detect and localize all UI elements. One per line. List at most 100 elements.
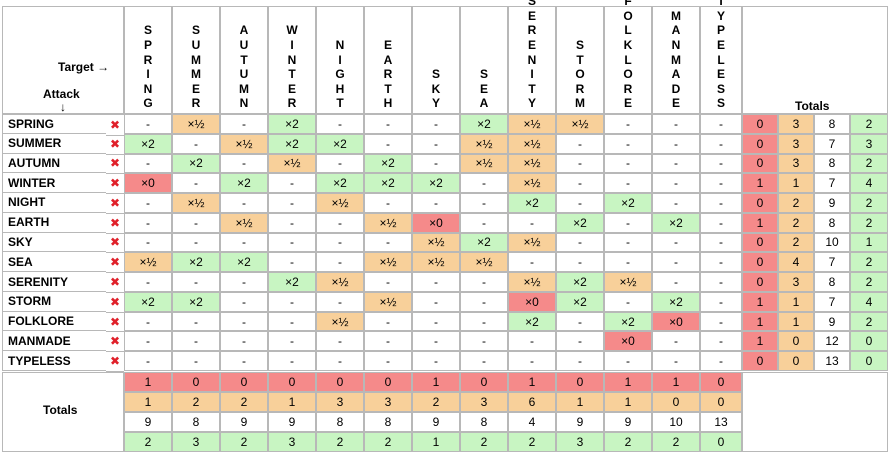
matchup-cell: ×2 bbox=[268, 272, 316, 292]
matchup-cell: ×½ bbox=[124, 252, 172, 273]
matchup-cell: - bbox=[460, 173, 508, 194]
matchup-cell: - bbox=[604, 232, 652, 253]
row-total-cell: 1 bbox=[850, 232, 888, 253]
matchup-cell: - bbox=[124, 212, 172, 233]
row-total-cell: 2 bbox=[850, 272, 888, 292]
column-total-cell: 0 bbox=[652, 392, 700, 412]
row-total-cell: 0 bbox=[778, 331, 814, 352]
row-total-cell: 2 bbox=[778, 212, 814, 233]
matchup-cell: - bbox=[652, 114, 700, 134]
row-total-cell: 0 bbox=[742, 351, 778, 371]
matchup-cell: - bbox=[364, 272, 412, 292]
matchup-cell: ×2 bbox=[172, 252, 220, 273]
column-total-cell: 0 bbox=[556, 372, 604, 392]
matchup-cell: ×½ bbox=[508, 114, 556, 134]
row-total-cell: 1 bbox=[742, 173, 778, 194]
column-total-cell: 9 bbox=[412, 412, 460, 432]
row-total-cell: 4 bbox=[850, 291, 888, 312]
matchup-cell: - bbox=[556, 153, 604, 174]
matchup-cell: ×½ bbox=[508, 153, 556, 174]
row-label-folklore: FOLKLORE bbox=[2, 311, 106, 332]
row-total-cell: 1 bbox=[742, 212, 778, 233]
matchup-cell: ×2 bbox=[172, 291, 220, 312]
matchup-cell: - bbox=[604, 291, 652, 312]
matchup-cell: ×2 bbox=[508, 311, 556, 332]
matchup-cell: - bbox=[124, 193, 172, 213]
matchup-cell: ×½ bbox=[412, 252, 460, 273]
matchup-cell: - bbox=[316, 351, 364, 371]
column-total-cell: 2 bbox=[508, 432, 556, 452]
row-total-cell: 9 bbox=[814, 311, 850, 332]
matchup-cell: - bbox=[364, 114, 412, 134]
row-total-cell: 2 bbox=[850, 311, 888, 332]
row-total-cell: 12 bbox=[814, 331, 850, 352]
column-total-cell: 1 bbox=[508, 372, 556, 392]
matchup-cell: - bbox=[556, 133, 604, 154]
row-total-cell: 0 bbox=[742, 153, 778, 174]
row-total-cell: 1 bbox=[778, 173, 814, 194]
matchup-cell: ×½ bbox=[556, 114, 604, 134]
row-total-cell: 3 bbox=[778, 272, 814, 292]
row-total-cell: 0 bbox=[778, 351, 814, 371]
row-total-cell: 1 bbox=[742, 311, 778, 332]
matchup-cell: - bbox=[172, 311, 220, 332]
matchup-cell: - bbox=[460, 351, 508, 371]
header-corner bbox=[2, 6, 124, 114]
column-total-cell: 2 bbox=[412, 392, 460, 412]
matchup-cell: - bbox=[172, 173, 220, 194]
matchup-cell: ×2 bbox=[604, 193, 652, 213]
matchup-cell: ×½ bbox=[460, 133, 508, 154]
matchup-cell: - bbox=[268, 193, 316, 213]
matchup-cell: ×2 bbox=[364, 153, 412, 174]
row-label-sea: SEA bbox=[2, 252, 106, 273]
row-total-cell: 2 bbox=[778, 232, 814, 253]
corner-empty bbox=[742, 372, 888, 452]
matchup-cell: - bbox=[412, 153, 460, 174]
row-label-night: NIGHT bbox=[2, 193, 106, 213]
matchup-cell: - bbox=[364, 133, 412, 154]
matchup-cell: - bbox=[172, 133, 220, 154]
matchup-cell: - bbox=[316, 212, 364, 233]
remove-row-icon: ✖ bbox=[106, 351, 124, 372]
row-label-serenity: SERENITY bbox=[2, 272, 106, 292]
remove-row-icon: ✖ bbox=[106, 134, 124, 155]
matchup-cell: ×2 bbox=[172, 153, 220, 174]
matchup-cell: - bbox=[268, 212, 316, 233]
remove-row-icon: ✖ bbox=[106, 331, 124, 353]
matchup-cell: ×½ bbox=[316, 193, 364, 213]
matchup-cell: - bbox=[460, 331, 508, 352]
matchup-cell: ×2 bbox=[220, 173, 268, 194]
column-total-cell: 0 bbox=[700, 432, 742, 452]
matchup-cell: - bbox=[508, 252, 556, 273]
matchup-cell: - bbox=[700, 272, 742, 292]
matchup-cell: - bbox=[412, 311, 460, 332]
matchup-cell: - bbox=[268, 252, 316, 273]
row-total-cell: 0 bbox=[850, 331, 888, 352]
matchup-cell: - bbox=[460, 212, 508, 233]
matchup-cell: - bbox=[604, 114, 652, 134]
bottom-totals-header bbox=[2, 372, 124, 452]
matchup-cell: - bbox=[604, 153, 652, 174]
column-total-cell: 1 bbox=[412, 432, 460, 452]
matchup-cell: ×2 bbox=[508, 193, 556, 213]
row-total-cell: 8 bbox=[814, 114, 850, 134]
matchup-cell: ×2 bbox=[652, 212, 700, 233]
matchup-cell: - bbox=[412, 133, 460, 154]
row-label-winter: WINTER bbox=[2, 173, 106, 194]
bottom-totals-label: Totals bbox=[43, 403, 78, 417]
matchup-cell: ×½ bbox=[316, 311, 364, 332]
column-total-cell: 4 bbox=[508, 412, 556, 432]
row-total-cell: 7 bbox=[814, 133, 850, 154]
row-total-cell: 1 bbox=[778, 291, 814, 312]
matchup-cell: - bbox=[412, 331, 460, 352]
row-label-summer: SUMMER bbox=[2, 133, 106, 154]
column-total-cell: 0 bbox=[364, 372, 412, 392]
matchup-cell: ×2 bbox=[556, 291, 604, 312]
matchup-cell: ×2 bbox=[460, 232, 508, 253]
matchup-cell: - bbox=[268, 291, 316, 312]
